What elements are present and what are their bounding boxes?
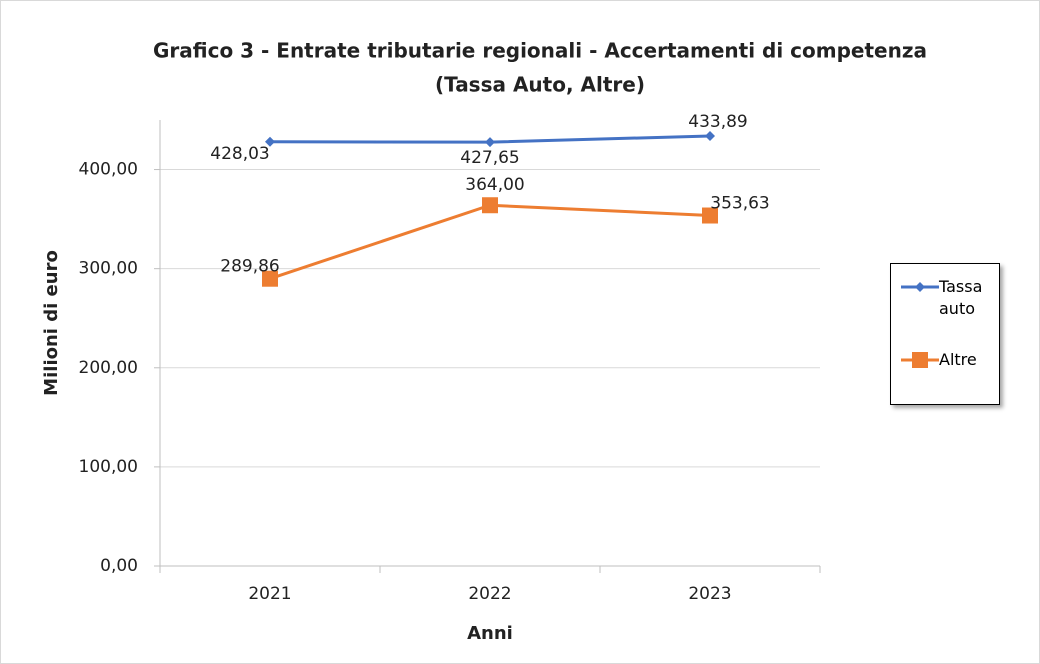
data-label: 427,65 [460,148,519,168]
data-point [265,136,275,147]
legend-item: Tassa auto [901,276,997,320]
legend-label: Altre [939,350,977,369]
y-axis-label: Milioni di euro [41,250,62,396]
data-point [262,270,278,287]
data-point [702,207,718,224]
chart-title: (Tassa Auto, Altre) [435,73,645,97]
legend-label: Tassa auto [939,277,983,318]
data-label: 353,63 [710,194,769,214]
legend-marker [912,352,928,368]
x-tick-label: 2023 [688,584,731,604]
y-tick-label: 400,00 [79,160,138,180]
y-tick-label: 200,00 [79,358,138,378]
legend-swatch [901,282,939,292]
data-point [705,130,715,141]
data-point [485,137,495,148]
y-tick-label: 0,00 [100,556,138,576]
legend-item: Altre [901,349,997,371]
y-tick-label: 300,00 [79,259,138,279]
x-tick-label: 2022 [468,584,511,604]
legend: Tassa auto Altre [890,263,1000,405]
data-label: 428,03 [210,144,269,164]
y-tick-label: 100,00 [79,457,138,477]
data-label: 364,00 [465,175,524,195]
chart-title: Grafico 3 - Entrate tributarie regionali… [153,39,927,63]
data-label: 433,89 [688,112,747,132]
data-point [482,197,498,214]
x-tick-label: 2021 [248,584,291,604]
legend-swatch [901,352,939,368]
x-axis-label: Anni [467,623,513,644]
data-label: 289,86 [220,257,279,277]
legend-marker [915,282,925,292]
